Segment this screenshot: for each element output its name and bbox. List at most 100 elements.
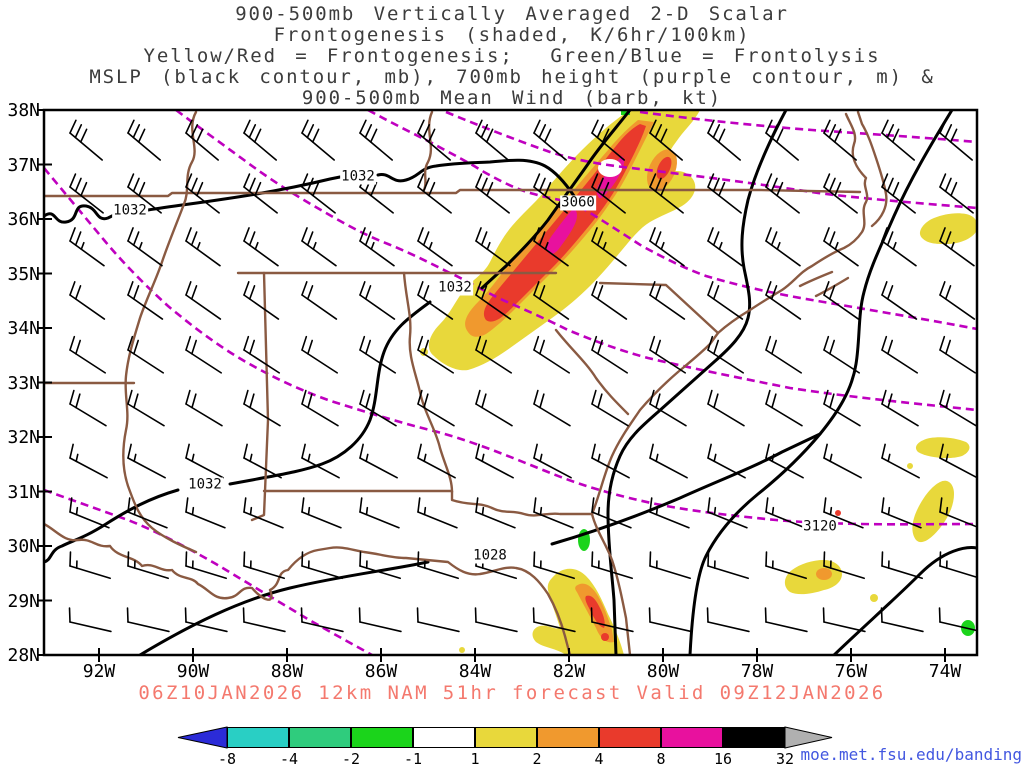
lon-tick-label: 82W	[552, 661, 586, 682]
wind-barb	[591, 443, 630, 479]
wind-barb	[417, 443, 456, 479]
lat-tick-label: 33N	[7, 372, 40, 394]
wind-barb	[881, 227, 917, 267]
wind-barb	[591, 281, 628, 320]
wind-barb	[185, 551, 227, 580]
wind-barb	[707, 281, 744, 320]
contour-label: 3120	[802, 518, 838, 535]
wind-barb	[243, 227, 279, 267]
wind-barb	[707, 443, 746, 479]
wind-barb	[358, 607, 402, 633]
wind-barb	[533, 281, 570, 320]
forecast-valid-text: 06Z10JAN2026 12km NAM 51hr forecast Vali…	[138, 682, 886, 704]
wind-barb	[881, 119, 915, 161]
contour-label: 1032	[112, 202, 148, 219]
colorbar-cell	[227, 727, 289, 748]
wind-barb	[649, 335, 687, 374]
wind-barb	[590, 607, 634, 633]
wind-barb	[300, 607, 344, 633]
wind-barb	[939, 227, 975, 267]
figure-title-line-5: 900-500mb Mean Wind (barb, kt)	[301, 87, 723, 109]
colorbar-cell	[723, 727, 785, 748]
colorbar-cell	[599, 727, 661, 748]
colorbar-left-arrow	[177, 726, 228, 749]
wind-barb	[69, 497, 110, 529]
colorbar-tick-label: 16	[713, 750, 733, 768]
wind-barb	[649, 443, 688, 479]
wind-barb	[649, 281, 686, 320]
wind-barb	[765, 281, 802, 320]
wind-barbs	[68, 119, 977, 633]
wind-barb	[939, 443, 977, 479]
wind-barb	[765, 389, 803, 427]
colorbar-arrows	[177, 726, 833, 749]
wind-barb	[881, 389, 919, 427]
wind-barb	[417, 119, 451, 161]
colorbar-tick-label: -4	[279, 750, 299, 768]
wind-barb	[69, 335, 107, 374]
wind-barb	[881, 497, 922, 529]
lon-tick-label: 74W	[928, 661, 962, 682]
lon-tick-label: 86W	[364, 661, 398, 682]
colorbar-tick-label: -8	[217, 750, 237, 768]
wind-barb	[881, 335, 919, 374]
wind-barb	[475, 497, 516, 529]
wind-barb	[185, 227, 221, 267]
wind-barb	[707, 173, 742, 214]
wind-barb	[707, 497, 748, 529]
wind-barb	[359, 497, 400, 529]
wind-barb	[881, 443, 920, 479]
wind-barb	[474, 607, 518, 633]
wind-barb	[706, 607, 750, 633]
wind-barb	[69, 443, 108, 479]
wind-barb	[881, 281, 918, 320]
wind-barb	[243, 281, 280, 320]
colorbar-cell	[537, 727, 599, 748]
colorbar-tick-label: -1	[403, 750, 423, 768]
colorbar-cell	[289, 727, 351, 748]
wind-barb	[649, 119, 683, 161]
wind-barb	[417, 227, 453, 267]
wind-barb	[707, 119, 741, 161]
wind-barb	[359, 389, 397, 427]
wind-barb	[475, 173, 510, 214]
figure-title-line-2: Frontogenesis (shaded, K/6hr/100km)	[273, 24, 751, 46]
wind-barb	[765, 551, 807, 580]
colorbar-tick-label: 1	[470, 750, 480, 768]
wind-barb	[648, 607, 692, 633]
wind-barb	[359, 119, 393, 161]
wind-barb	[301, 551, 343, 580]
wind-barb	[69, 389, 107, 427]
wind-barb	[533, 119, 567, 161]
wind-barb	[301, 335, 339, 374]
wind-barb	[533, 551, 575, 580]
wind-barb	[591, 389, 629, 427]
lon-tick-label: 80W	[646, 661, 680, 682]
wind-barb	[417, 173, 452, 214]
wind-barb	[591, 497, 632, 529]
height-contours-700mb	[44, 110, 977, 655]
wind-barb	[359, 335, 397, 374]
wind-barb	[127, 389, 165, 427]
wind-barb	[475, 227, 511, 267]
wind-barb	[242, 607, 286, 633]
colorbar-tick-label: 8	[656, 750, 666, 768]
wind-barb	[880, 607, 924, 633]
wind-barb	[939, 281, 976, 320]
contour-label: 3060	[560, 194, 596, 211]
wind-barb	[765, 173, 800, 214]
wind-barb	[707, 335, 745, 374]
wind-barb	[243, 389, 281, 427]
colorbar-tick-label: 32	[775, 750, 795, 768]
colorbar-cell	[351, 727, 413, 748]
wind-barb	[823, 335, 861, 374]
wind-barb	[823, 443, 862, 479]
lat-tick-label: 31N	[7, 481, 40, 503]
map-frame	[42, 108, 979, 657]
wind-barb	[127, 119, 161, 161]
wind-barb	[185, 443, 224, 479]
lat-tick-label: 28N	[7, 645, 40, 666]
wind-barb	[185, 335, 223, 374]
contour-label: 1028	[472, 547, 508, 564]
wind-barb	[301, 173, 336, 214]
